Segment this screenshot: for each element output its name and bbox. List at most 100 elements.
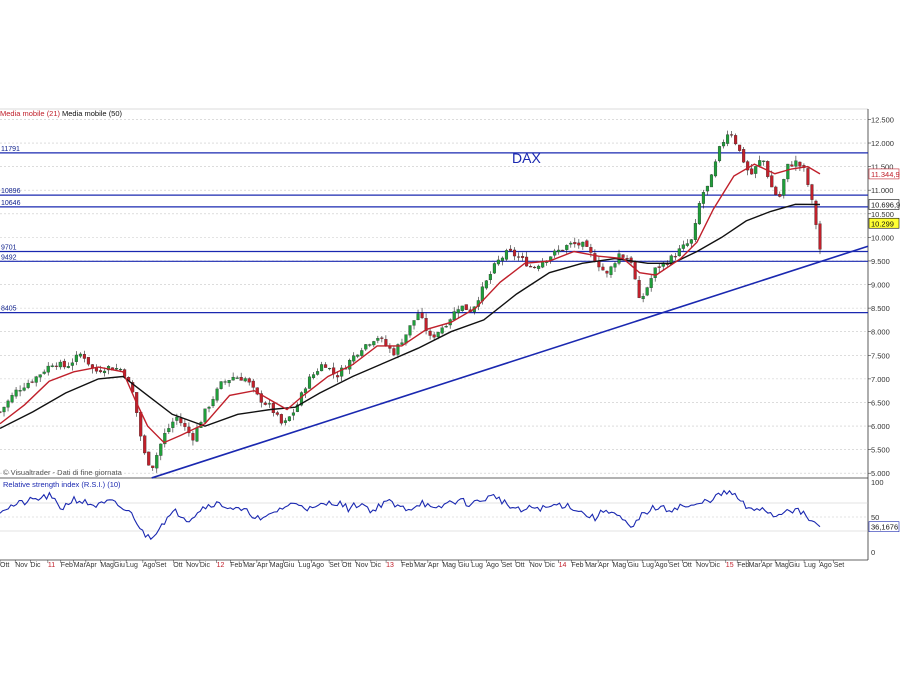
- candle-body: [577, 242, 581, 246]
- candle-body: [701, 192, 705, 204]
- time-tick-label: Ott: [0, 562, 9, 569]
- candle-body: [320, 364, 324, 372]
- candle-body: [416, 313, 420, 321]
- candle-body: [400, 342, 404, 345]
- candle-body: [239, 377, 243, 381]
- time-tick-label: 15: [726, 562, 734, 569]
- time-tick-label: Lug: [299, 562, 311, 569]
- candle-body: [139, 412, 143, 437]
- candle-body: [766, 161, 770, 177]
- candle-body: [601, 266, 605, 271]
- time-tick-label: Mar: [414, 562, 427, 569]
- time-tick-label: Giu: [458, 562, 469, 569]
- candle-body: [22, 387, 26, 391]
- time-tick-label: Nov: [356, 562, 369, 569]
- time-tick-label: Set: [502, 562, 513, 569]
- candle-body: [677, 248, 681, 257]
- candle-body: [267, 403, 271, 405]
- candle-body: [798, 161, 802, 167]
- candle-body: [605, 270, 609, 274]
- candle-body: [573, 242, 577, 245]
- candle-body: [275, 412, 279, 415]
- candle-body: [520, 256, 525, 258]
- candle-body: [30, 381, 34, 383]
- price-tick-label: 6.500: [871, 398, 890, 407]
- candle-body: [533, 266, 537, 269]
- candle-body: [649, 278, 653, 288]
- time-tick-label: Giu: [628, 562, 639, 569]
- rsi-gridlines: [0, 502, 868, 532]
- level-label: 9701: [1, 244, 17, 251]
- value-badge-box: [868, 217, 900, 229]
- candle-body: [774, 186, 778, 195]
- candle-body: [408, 325, 412, 336]
- candle-body: [689, 239, 693, 244]
- time-tick-label: Dic: [371, 562, 382, 569]
- time-tick-label: Set: [669, 562, 680, 569]
- candle-body: [496, 259, 500, 265]
- candle-body: [195, 427, 199, 442]
- candle-body: [709, 174, 714, 188]
- candle-body: [412, 320, 416, 326]
- candle-body: [203, 408, 207, 423]
- candle-body: [38, 374, 42, 378]
- candle-body: [175, 416, 179, 421]
- price-tick-label: 12.000: [871, 139, 894, 148]
- candle-body: [464, 304, 468, 310]
- time-tick-label: Ago: [819, 562, 832, 569]
- candle-body: [541, 261, 545, 268]
- candle-body: [529, 266, 533, 268]
- candle-body: [565, 245, 569, 250]
- time-tick-label: Apr: [762, 562, 774, 569]
- candle-body: [762, 160, 766, 162]
- candle-body: [191, 433, 195, 441]
- candle-body: [641, 296, 645, 300]
- candle-body: [396, 344, 400, 355]
- candle-body: [283, 420, 287, 423]
- candle-body: [738, 144, 742, 151]
- chart-title: DAX: [512, 150, 541, 166]
- candle-body: [754, 166, 758, 174]
- candle-body: [609, 266, 613, 275]
- time-tick-label: 13: [386, 562, 394, 569]
- ma21-line: [0, 163, 821, 444]
- legend-ma21: Media mobile (21): [0, 109, 61, 118]
- candle-body: [456, 309, 460, 314]
- candle-body: [721, 142, 726, 147]
- price-tick-label: 5.000: [871, 469, 890, 478]
- time-tick-label: Dic: [545, 562, 556, 569]
- candle-body: [424, 318, 428, 331]
- candle-body: [750, 168, 754, 175]
- candle-body: [372, 341, 376, 346]
- candle-body: [0, 411, 2, 413]
- price-tick-label: 10.000: [871, 233, 894, 242]
- time-tick-label: Mar: [243, 562, 256, 569]
- candle-body: [384, 339, 388, 346]
- candle-body: [151, 465, 155, 468]
- candle-body: [315, 371, 320, 375]
- time-tick-label: Feb: [61, 562, 73, 569]
- rsi-line: [0, 489, 821, 541]
- value-badge-box: [868, 168, 900, 180]
- candle-body: [673, 256, 677, 258]
- candle-body: [557, 249, 561, 253]
- candle-body: [131, 382, 135, 393]
- candle-body: [70, 362, 74, 366]
- candle-body: [516, 256, 521, 258]
- value-badge-label: 10.299: [871, 219, 894, 228]
- candle-body: [143, 435, 147, 454]
- candle-body: [364, 344, 368, 350]
- candle-body: [553, 250, 557, 256]
- time-tick-label: Giu: [283, 562, 294, 569]
- candle-body: [625, 258, 629, 260]
- rsi-tick-label: 0: [871, 548, 875, 557]
- rsi-badge-box: [868, 521, 900, 532]
- level-label: 11791: [1, 146, 20, 153]
- candle-body: [34, 376, 38, 383]
- time-tick-label: Lug: [804, 562, 816, 569]
- candle-body: [778, 194, 782, 197]
- candle-body: [585, 240, 589, 247]
- time-tick-label: Giu: [789, 562, 800, 569]
- candle-body: [621, 254, 625, 258]
- price-tick-label: 9.500: [871, 257, 890, 266]
